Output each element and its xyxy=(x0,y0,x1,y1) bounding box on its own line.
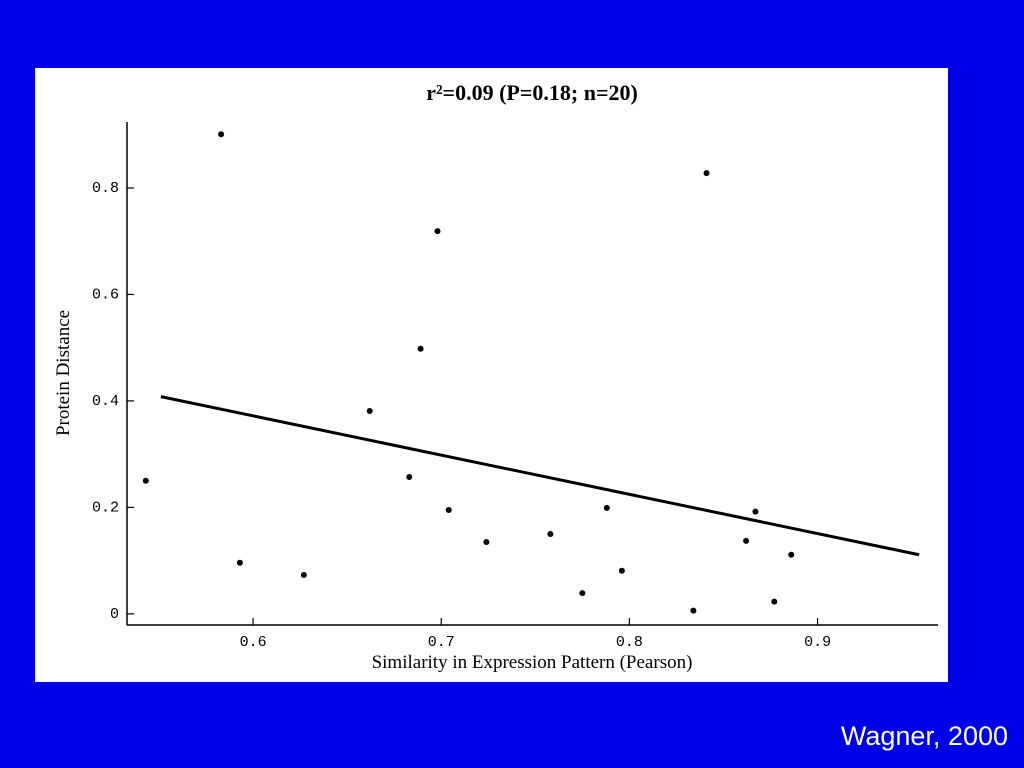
data-point xyxy=(703,170,710,177)
data-point xyxy=(603,504,610,511)
data-point xyxy=(142,477,149,484)
y-tick-label: 0.8 xyxy=(92,180,119,197)
chart-title: r²=0.09 (P=0.18; n=20) xyxy=(426,80,638,105)
data-point xyxy=(236,559,243,566)
data-point xyxy=(788,551,795,558)
data-point xyxy=(406,474,413,481)
data-point xyxy=(771,598,778,605)
data-point xyxy=(752,508,759,515)
y-tick-label: 0.6 xyxy=(92,286,119,303)
x-axis-label: Similarity in Expression Pattern (Pearso… xyxy=(372,652,693,673)
fit-line xyxy=(160,395,920,557)
data-point xyxy=(366,408,373,415)
x-tick-label: 0.7 xyxy=(428,634,455,651)
data-point xyxy=(579,590,586,597)
y-axis-label: Protein Distance xyxy=(53,310,74,436)
data-point xyxy=(690,607,697,614)
data-point xyxy=(417,345,424,352)
data-point xyxy=(434,228,441,235)
data-point xyxy=(483,538,490,545)
x-tick-label: 0.6 xyxy=(240,634,267,651)
y-tick-label: 0.2 xyxy=(92,499,119,516)
chart-panel xyxy=(35,68,948,682)
data-point xyxy=(743,537,750,544)
data-point xyxy=(218,131,225,138)
x-tick-label: 0.8 xyxy=(616,634,643,651)
data-point xyxy=(618,567,625,574)
y-tick-label: 0 xyxy=(110,606,119,623)
y-tick-label: 0.4 xyxy=(92,393,119,410)
x-tick-label: 0.9 xyxy=(804,634,831,651)
data-point xyxy=(300,571,307,578)
data-point xyxy=(445,507,452,514)
data-point xyxy=(547,530,554,537)
caption: Wagner, 2000 xyxy=(841,721,1008,751)
